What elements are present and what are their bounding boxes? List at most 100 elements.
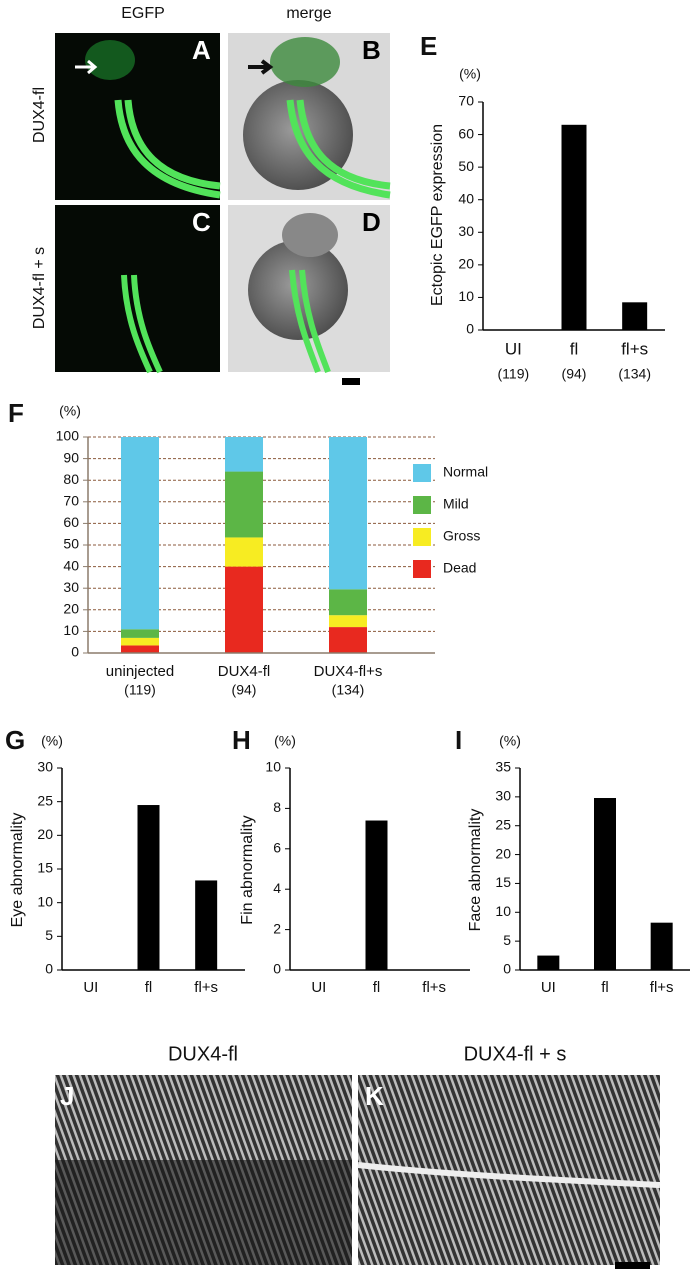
bar-segment <box>329 437 367 590</box>
arrow <box>248 59 274 75</box>
myoseptum <box>357 1162 661 1188</box>
bar-segment <box>329 615 367 628</box>
embryo-head <box>282 213 338 257</box>
y-tick-label: 5 <box>45 927 53 943</box>
y-tick-label: 8 <box>273 799 281 815</box>
x-tick-label: fl+s <box>621 339 648 358</box>
category-count: (94) <box>562 366 587 382</box>
bar-segment <box>225 537 263 567</box>
y-tick-label: 10 <box>265 759 281 775</box>
bar-segment <box>121 629 159 638</box>
category-count: (134) <box>332 682 365 698</box>
x-tick-label: fl <box>373 979 381 996</box>
y-tick-label: 70 <box>458 93 474 109</box>
legend-label: Gross <box>443 528 480 544</box>
y-tick-label: 30 <box>458 223 474 239</box>
x-tick-label: fl <box>145 979 153 996</box>
image-a <box>55 33 220 200</box>
y-tick-label: 10 <box>495 903 511 919</box>
y-tick-label: 2 <box>273 920 281 936</box>
bar <box>650 922 673 970</box>
row-label: DUX4-fl <box>31 87 48 143</box>
y-tick-label: 100 <box>56 428 80 444</box>
bar-segment <box>225 471 263 538</box>
x-tick-label: fl <box>570 339 579 358</box>
y-tick-label: 60 <box>458 125 474 141</box>
panel-letter: J <box>60 1081 74 1111</box>
y-tick-label: 40 <box>63 557 79 573</box>
panel-letter: F <box>8 398 24 428</box>
x-tick-label: DUX4-fl+s <box>314 663 383 680</box>
column-label: merge <box>286 5 331 22</box>
bar-segment <box>225 566 263 653</box>
x-tick-label: fl+s <box>650 979 674 996</box>
legend-swatch <box>413 528 431 546</box>
y-tick-label: 10 <box>458 288 474 304</box>
bar <box>561 124 587 330</box>
y-tick-label: 0 <box>71 644 79 660</box>
y-tick-label: 80 <box>63 471 79 487</box>
panel-letter: I <box>455 725 462 755</box>
unit-label: (%) <box>41 733 63 749</box>
x-tick-label: DUX4-fl <box>218 663 271 680</box>
category-count: (134) <box>618 366 651 382</box>
bar <box>537 955 560 970</box>
x-tick-label: UI <box>505 339 522 358</box>
embryo-head <box>270 37 340 87</box>
x-tick-label: UI <box>541 979 556 996</box>
egfp-stripes <box>289 269 331 374</box>
y-tick-label: 30 <box>63 579 79 595</box>
legend-swatch <box>413 560 431 578</box>
egfp-stripes <box>114 99 221 199</box>
category-count: (94) <box>232 682 257 698</box>
y-tick-label: 30 <box>37 759 53 775</box>
bar-segment <box>225 437 263 472</box>
bar <box>622 302 648 330</box>
legend-label: Normal <box>443 464 488 480</box>
egfp-stripes <box>121 274 163 374</box>
bar-segment <box>329 589 367 616</box>
unit-label: (%) <box>274 733 296 749</box>
bar <box>365 820 388 970</box>
y-tick-label: 20 <box>458 256 474 272</box>
x-tick-label: UI <box>311 979 326 996</box>
y-tick-label: 40 <box>458 190 474 206</box>
y-axis-label: Fin abnormality <box>239 815 256 924</box>
bar-segment <box>329 627 367 653</box>
panel-letter: A <box>192 35 211 65</box>
y-tick-label: 25 <box>495 816 511 832</box>
image-title: DUX4-fl + s <box>464 1043 567 1065</box>
y-tick-label: 20 <box>63 601 79 617</box>
unit-label: (%) <box>499 733 521 749</box>
y-tick-label: 35 <box>495 759 511 775</box>
bar-segment <box>121 645 159 653</box>
y-tick-label: 25 <box>37 792 53 808</box>
y-tick-label: 0 <box>45 961 53 977</box>
panel-letter: C <box>192 207 211 237</box>
y-tick-label: 0 <box>273 961 281 977</box>
egfp-head <box>85 40 135 80</box>
y-axis-label: Eye abnormality <box>9 813 26 928</box>
y-tick-label: 90 <box>63 449 79 465</box>
bar-segment <box>121 637 159 646</box>
unit-label: (%) <box>59 403 81 419</box>
y-tick-label: 15 <box>37 860 53 876</box>
category-count: (119) <box>498 366 530 382</box>
y-tick-label: 60 <box>63 514 79 530</box>
y-tick-label: 0 <box>503 961 511 977</box>
bar-segment <box>121 437 159 630</box>
legend-swatch <box>413 464 431 482</box>
image-title: DUX4-fl <box>168 1043 238 1065</box>
y-tick-label: 20 <box>495 845 511 861</box>
y-tick-label: 6 <box>273 840 281 856</box>
y-tick-label: 50 <box>63 536 79 552</box>
panel-letter: E <box>420 31 437 61</box>
scale-bar <box>342 378 360 385</box>
panel-letter: G <box>5 725 25 755</box>
embryo <box>248 240 348 340</box>
bar <box>137 805 160 970</box>
y-tick-label: 50 <box>458 158 474 174</box>
legend-swatch <box>413 496 431 514</box>
legend-label: Mild <box>443 496 469 512</box>
